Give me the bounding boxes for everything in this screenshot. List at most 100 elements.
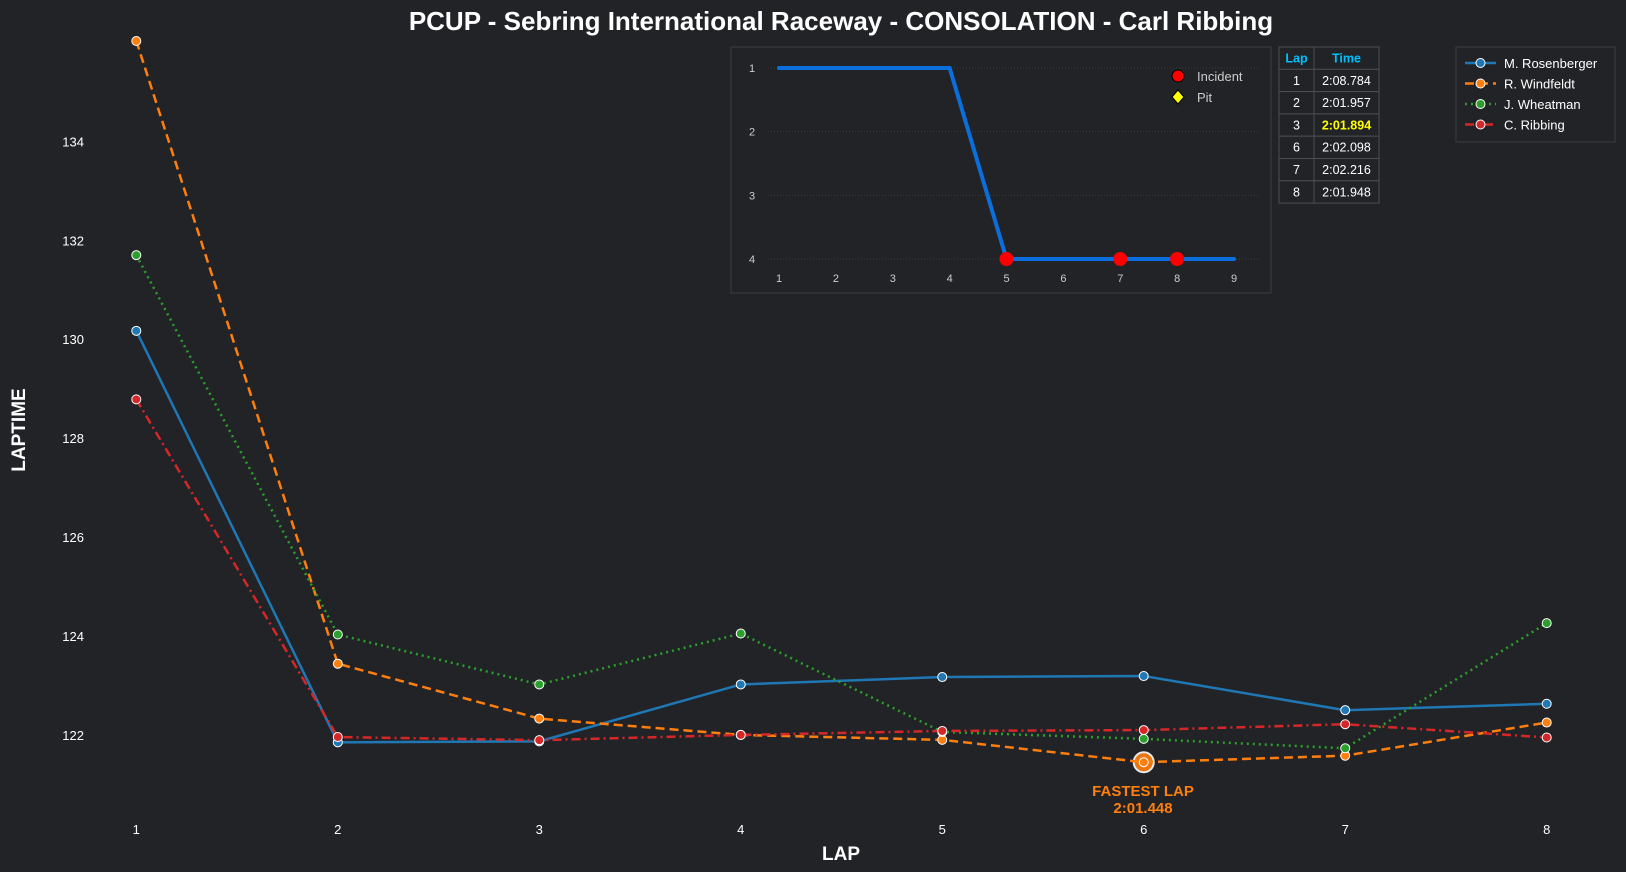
incident-legend-label: Incident xyxy=(1197,69,1243,84)
table-header: Lap xyxy=(1285,52,1308,66)
series-r-windfeldt xyxy=(131,35,1552,768)
series-c-ribbing xyxy=(131,394,1552,746)
table-cell-text: 2:02.098 xyxy=(1322,141,1371,155)
legend-label: R. Windfeldt xyxy=(1504,77,1575,92)
inset-x-tick-label: 6 xyxy=(1060,273,1066,285)
legend-marker xyxy=(1475,58,1486,68)
inset-x-tick-label: 9 xyxy=(1231,273,1237,285)
pit-legend-label: Pit xyxy=(1197,90,1213,105)
inset-x-tick-label: 8 xyxy=(1174,273,1180,285)
x-tick-label: 7 xyxy=(1342,822,1349,837)
inset-y-tick-label: 1 xyxy=(749,63,755,75)
series-line xyxy=(135,40,1547,764)
legend: M. Rosenberger R. Windfeldt J. Wheatman C. … xyxy=(1455,46,1616,143)
chart-title: PCUP - Sebring International Raceway - C… xyxy=(409,6,1273,36)
x-tick-label: 6 xyxy=(1140,822,1147,837)
table-cell-text: 6 xyxy=(1293,141,1300,155)
incident-marker xyxy=(1113,252,1128,266)
data-point xyxy=(735,628,746,639)
data-point xyxy=(131,325,142,336)
legend-label: M. Rosenberger xyxy=(1504,56,1598,71)
data-point xyxy=(1541,618,1552,629)
data-point xyxy=(1541,698,1552,709)
data-point xyxy=(534,713,545,724)
table-header: Time xyxy=(1332,52,1361,66)
data-point xyxy=(131,250,142,261)
inset-y-tick-label: 2 xyxy=(749,127,755,139)
legend-label: C. Ribbing xyxy=(1504,118,1565,133)
inset-y-tick-label: 3 xyxy=(749,190,755,202)
data-point xyxy=(937,672,948,683)
y-tick-label: 122 xyxy=(62,728,84,743)
inset-frame xyxy=(730,46,1272,294)
series-line xyxy=(135,330,1547,744)
y-tick-label: 130 xyxy=(62,332,84,347)
y-axis-label: LAPTIME xyxy=(9,388,30,471)
incident-marker xyxy=(1170,252,1185,266)
inset-x-tick-label: 3 xyxy=(890,273,896,285)
series-line xyxy=(135,398,1547,742)
data-point xyxy=(131,394,142,405)
inset-x-tick-label: 1 xyxy=(776,273,782,285)
table-cell-text: 2:08.784 xyxy=(1322,74,1371,88)
data-point xyxy=(332,732,343,743)
legend-marker xyxy=(1475,119,1486,130)
table-cell-text: 2 xyxy=(1293,96,1300,110)
data-point xyxy=(534,679,545,690)
data-point xyxy=(1138,757,1149,768)
y-tick-label: 134 xyxy=(62,134,84,149)
table-cell-text: 2:01.948 xyxy=(1322,185,1371,199)
lap-table: Lap Time 1 2:08.784 2 2:01.957 3 2:01.894 6 2:02.… xyxy=(1278,46,1380,204)
data-point xyxy=(1138,725,1149,736)
data-point xyxy=(1138,733,1149,744)
data-point xyxy=(332,658,343,669)
data-point xyxy=(332,629,343,640)
data-point xyxy=(131,35,142,46)
data-point xyxy=(1541,717,1552,728)
legend-marker xyxy=(1475,78,1486,89)
table-cell-text: 1 xyxy=(1293,74,1300,88)
series-line xyxy=(135,254,1548,750)
data-point xyxy=(1138,671,1149,682)
x-tick-label: 4 xyxy=(737,822,744,837)
incident-marker xyxy=(999,252,1014,266)
data-point xyxy=(534,735,545,746)
series-m-rosenberger xyxy=(131,325,1552,748)
table-cell-text: 8 xyxy=(1293,185,1300,199)
pit-legend-icon xyxy=(1171,89,1185,105)
series-j-wheatman xyxy=(131,250,1552,754)
table-cell-text: 3 xyxy=(1293,118,1300,132)
data-point xyxy=(735,679,746,690)
x-tick-label: 5 xyxy=(939,822,946,837)
position-inset: 1 2 3 4 1 2 3 4 5 6 7 8 9 Incident Pit xyxy=(730,46,1272,294)
inset-x-tick-label: 5 xyxy=(1003,273,1009,285)
incident-legend-icon xyxy=(1171,69,1185,83)
x-tick-label: 3 xyxy=(536,822,543,837)
y-tick-label: 128 xyxy=(62,431,84,446)
inset-x-tick-label: 7 xyxy=(1117,273,1123,285)
x-tick-label: 2 xyxy=(334,822,341,837)
data-point xyxy=(1541,732,1552,743)
y-tick-label: 132 xyxy=(62,233,84,248)
legend-marker xyxy=(1475,99,1486,109)
table-cell-text: 2:02.216 xyxy=(1322,163,1371,177)
data-point xyxy=(937,725,948,736)
x-tick-label: 8 xyxy=(1543,822,1550,837)
data-point xyxy=(1340,705,1351,716)
data-point xyxy=(1340,743,1351,754)
x-axis-label: LAP xyxy=(822,844,860,865)
table-cell xyxy=(1313,180,1380,204)
legend-label: J. Wheatman xyxy=(1504,97,1581,112)
data-point xyxy=(735,729,746,740)
data-point xyxy=(1340,719,1351,730)
table-cell-text: 7 xyxy=(1293,163,1300,177)
inset-x-tick-label: 2 xyxy=(833,273,839,285)
y-tick-label: 124 xyxy=(62,629,84,644)
table-cell-text: 2:01.894 xyxy=(1322,118,1371,132)
table-cell-text: 2:01.957 xyxy=(1322,96,1371,110)
fastest-lap-label: FASTEST LAP xyxy=(1092,783,1194,800)
x-tick-label: 1 xyxy=(133,822,140,837)
inset-x-tick-label: 4 xyxy=(947,273,953,285)
y-tick-label: 126 xyxy=(62,530,84,545)
